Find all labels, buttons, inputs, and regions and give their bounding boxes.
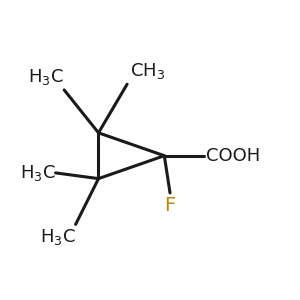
- Text: H$_3$C: H$_3$C: [40, 227, 76, 247]
- Text: H$_3$C: H$_3$C: [20, 163, 56, 183]
- Text: COOH: COOH: [206, 147, 260, 165]
- Text: F: F: [164, 196, 176, 215]
- Text: CH$_3$: CH$_3$: [130, 61, 165, 81]
- Text: H$_3$C: H$_3$C: [28, 67, 64, 87]
